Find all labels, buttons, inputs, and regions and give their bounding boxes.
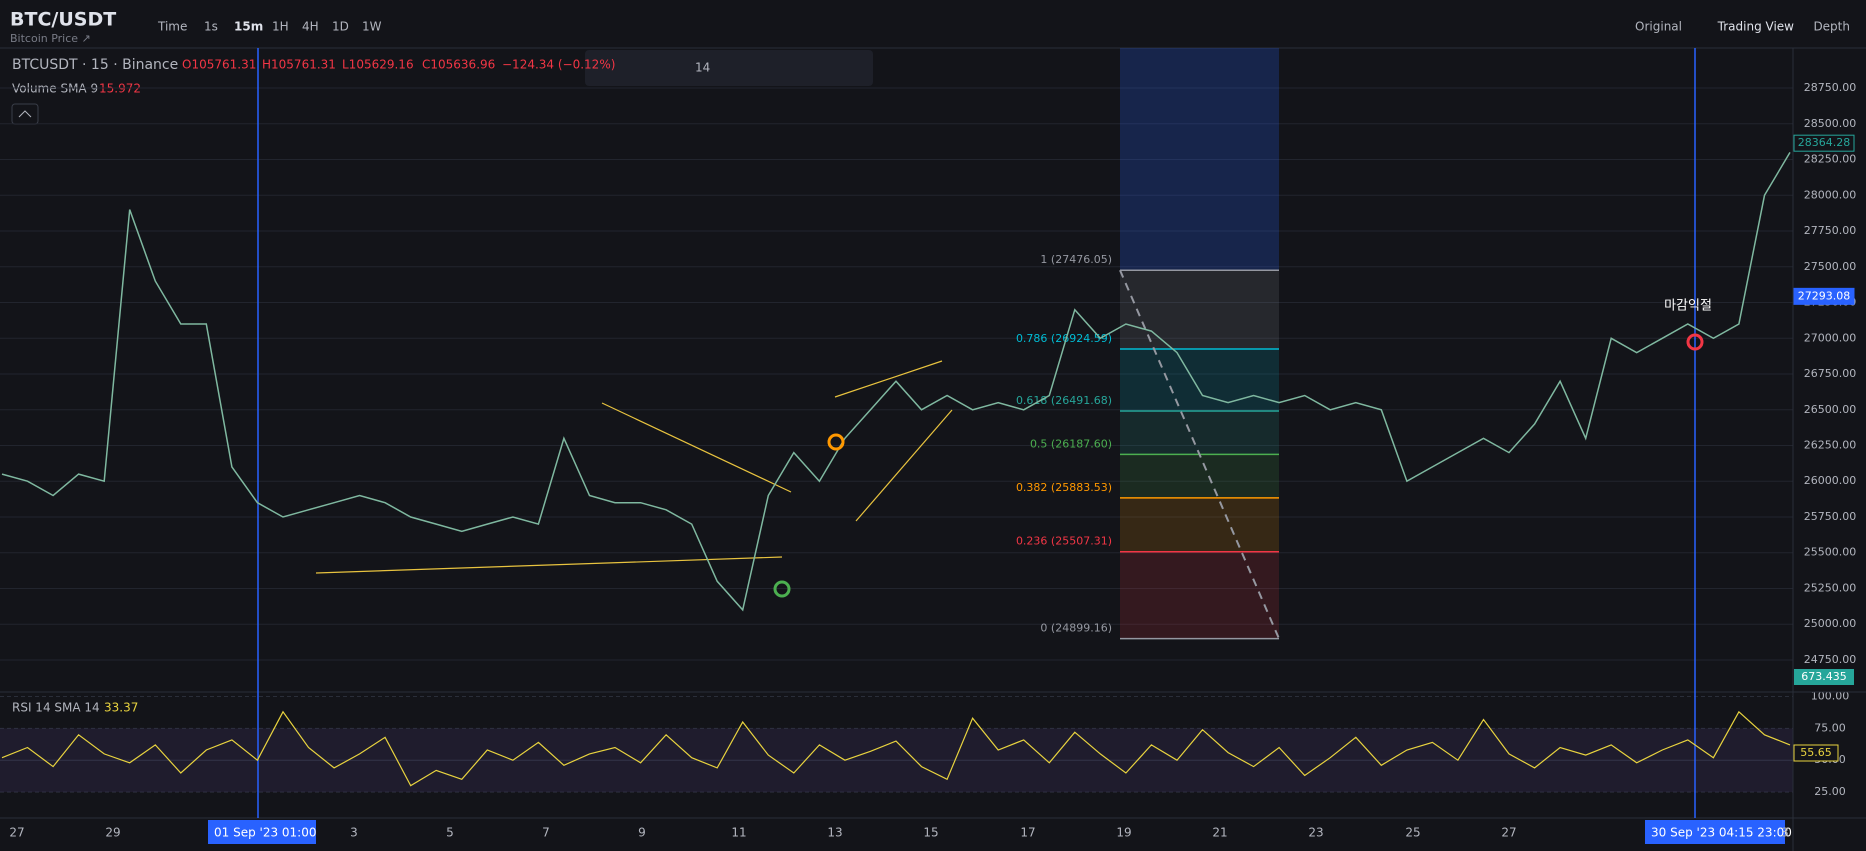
fib-zone (1120, 349, 1279, 411)
fib-label: 1 (27476.05) (1040, 253, 1112, 266)
fib-zone (1120, 497, 1279, 552)
fib-label: 0.236 (25507.31) (1016, 535, 1112, 548)
collapse-icon (18, 110, 32, 118)
x-tick-label: 01 Sep '23 01:00 (214, 826, 316, 840)
y-tick-label: 25250.00 (1804, 581, 1857, 594)
view-tab[interactable]: Original (1635, 20, 1682, 34)
x-tick-label: 29 (105, 826, 120, 840)
x-tick-label: 27 (1501, 826, 1516, 840)
x-tick-label: 30 Sep '23 04:15 23:00 (1651, 826, 1792, 840)
x-tick-label: 5 (446, 826, 454, 840)
trend-drawing (315, 556, 783, 574)
volume-badge (1794, 669, 1854, 685)
y-tick-label: 24750.00 (1804, 653, 1857, 666)
view-tab[interactable]: Trading View (1717, 20, 1795, 34)
time-cursor-badge (1645, 820, 1785, 844)
y-tick-label: 27000.00 (1804, 331, 1857, 344)
ohlc-value: L105629.16 (342, 58, 414, 72)
x-tick-label: 9 (638, 826, 646, 840)
x-tick-label: 15 (923, 826, 938, 840)
y-tick-label: 27500.00 (1804, 260, 1857, 273)
price-badge (1793, 134, 1855, 152)
fib-zone (1120, 454, 1279, 498)
price-badge (1793, 287, 1855, 305)
x-tick-label: 3 (350, 826, 358, 840)
rsi-line (1, 710, 1791, 787)
subtitle[interactable]: Bitcoin Price ↗ (10, 32, 91, 45)
x-tick-label: 27 (9, 826, 24, 840)
x-tick-label: 19 (1116, 826, 1131, 840)
y-tick-label: 25750.00 (1804, 510, 1857, 523)
rsi-label: RSI 14 SMA 14 (12, 701, 100, 715)
x-tick-label: 7 (542, 826, 550, 840)
y-tick-label: 26000.00 (1804, 474, 1857, 487)
font-size[interactable]: 14 (695, 61, 710, 75)
timeframe[interactable]: 15m (234, 20, 263, 34)
ohlc-value: C105636.96 (422, 58, 495, 72)
timeframe[interactable]: 4H (302, 20, 319, 34)
x-tick-label: 17 (1020, 826, 1035, 840)
fib-trend (1119, 269, 1280, 640)
y-tick-label: 27750.00 (1804, 224, 1857, 237)
signal-marker (773, 580, 791, 598)
price-line (1, 152, 1791, 612)
timeframe[interactable]: 1D (332, 20, 349, 34)
drawing-toolbar (585, 50, 873, 86)
trend-drawing (601, 402, 792, 493)
fib-label: 0.5 (26187.60) (1030, 437, 1112, 450)
y-tick-label: 28750.00 (1804, 81, 1857, 94)
price-badge-label: 27293.08 (1798, 289, 1851, 302)
x-tick-label: 13 (827, 826, 842, 840)
view-tab[interactable]: Depth (1813, 20, 1850, 34)
timeframe[interactable]: 1H (272, 20, 289, 34)
fib-zone (1120, 410, 1279, 455)
fib-label: 0.382 (25883.53) (1016, 481, 1112, 494)
rsi-badge (1793, 744, 1839, 762)
price-badge-label: 28364.28 (1798, 136, 1851, 149)
timeframe[interactable]: 1W (362, 20, 382, 34)
timeframe[interactable]: Time (157, 20, 187, 34)
y-tick-label: 28500.00 (1804, 117, 1857, 130)
x-tick-label: 3 (1781, 826, 1789, 840)
signal-marker (827, 433, 845, 451)
fib-label: 0.618 (26491.68) (1016, 394, 1112, 407)
x-tick-label: 25 (1405, 826, 1420, 840)
rsi-value: 33.37 (104, 701, 138, 715)
trend-drawing (855, 409, 953, 522)
y-tick-label: 26500.00 (1804, 403, 1857, 416)
rsi-tick-label: 25.00 (1814, 785, 1846, 798)
trend-drawing (834, 360, 943, 398)
x-tick-label: 23 (1308, 826, 1323, 840)
time-cursor-badge (208, 820, 316, 844)
legend-title: BTCUSDT · 15 · Binance (12, 57, 178, 73)
rsi-band (0, 728, 1793, 793)
y-tick-label: 25000.00 (1804, 617, 1857, 630)
fib-zone (1120, 551, 1279, 639)
ohlc-value: O105761.31 (182, 58, 256, 72)
y-tick-label: 28000.00 (1804, 188, 1857, 201)
rsi-badge-label: 55.65 (1800, 746, 1832, 759)
annotation: 마감익절 (1664, 299, 1712, 314)
rsi-tick-label: 100.00 (1811, 690, 1850, 703)
y-tick-label: 26750.00 (1804, 367, 1857, 380)
rsi-tick-label: 75.00 (1814, 721, 1846, 734)
y-tick-label: 28250.00 (1804, 153, 1857, 166)
ohlc-value: H105761.31 (262, 58, 336, 72)
fib-label: 0 (24899.16) (1040, 622, 1112, 635)
fib-top-zone (1120, 48, 1279, 271)
fib-zone (1120, 270, 1279, 350)
fib-label: 0.786 (26924.59) (1016, 332, 1112, 345)
timeframe[interactable]: 1s (204, 20, 218, 34)
y-tick-label: 25500.00 (1804, 546, 1857, 559)
symbol[interactable]: BTC/USDT (10, 9, 116, 31)
ohlc-value: −124.34 (−0.12%) (502, 58, 615, 72)
x-tick-label: 11 (731, 826, 746, 840)
x-tick-label: 21 (1212, 826, 1227, 840)
y-tick-label: 26250.00 (1804, 438, 1857, 451)
volume-badge-label: 673.435 (1801, 670, 1847, 683)
signal-marker (1686, 333, 1704, 351)
